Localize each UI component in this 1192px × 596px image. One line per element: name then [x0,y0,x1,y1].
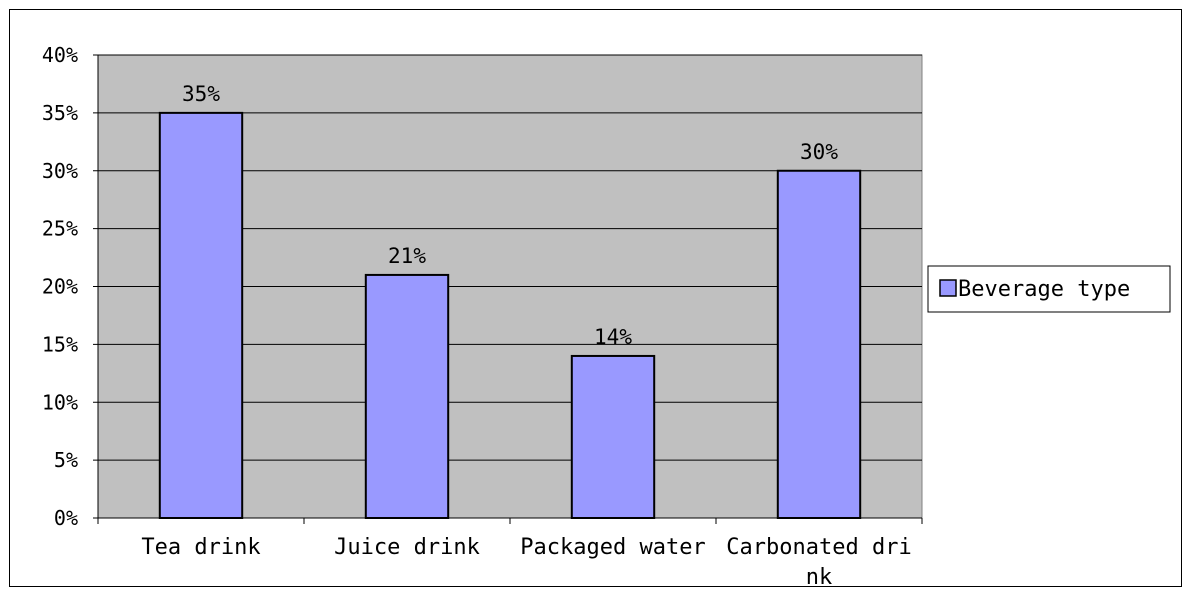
y-tick-label: 25% [42,217,78,241]
legend: Beverage type [927,265,1171,313]
y-tick-label: 10% [42,390,78,414]
x-category-label: Juice drink [334,535,480,560]
data-label: 35% [182,82,220,106]
legend-swatch [939,279,957,297]
data-label: 30% [800,140,838,164]
y-tick-label: 40% [42,43,78,67]
bars [158,111,862,520]
y-tick-label: 0% [54,506,78,530]
bar [364,273,450,519]
legend-label: Beverage type [958,277,1130,302]
bar [570,354,656,520]
y-tick-label: 15% [42,332,78,356]
x-category-label: Carbonated dri nk [726,535,911,590]
y-tick-label: 20% [42,275,78,299]
x-category-label: Packaged water [520,535,705,560]
bar [776,169,862,519]
y-tick-label: 5% [54,448,78,472]
y-axis-ticks: 0% 5% 10% 15% 20% 25% 30% 35% 40% [42,43,99,530]
y-tick-label: 30% [42,159,78,183]
x-axis-ticks: Tea drink Juice drink Packaged water Carbon… [97,517,923,590]
data-labels: 35% 21% 14% 30% [182,82,838,349]
legend-box [927,265,1171,313]
x-category-label: Tea drink [141,535,260,560]
data-label: 14% [594,325,632,349]
data-label: 21% [388,244,426,268]
bar [158,111,244,519]
y-tick-label: 35% [42,101,78,125]
